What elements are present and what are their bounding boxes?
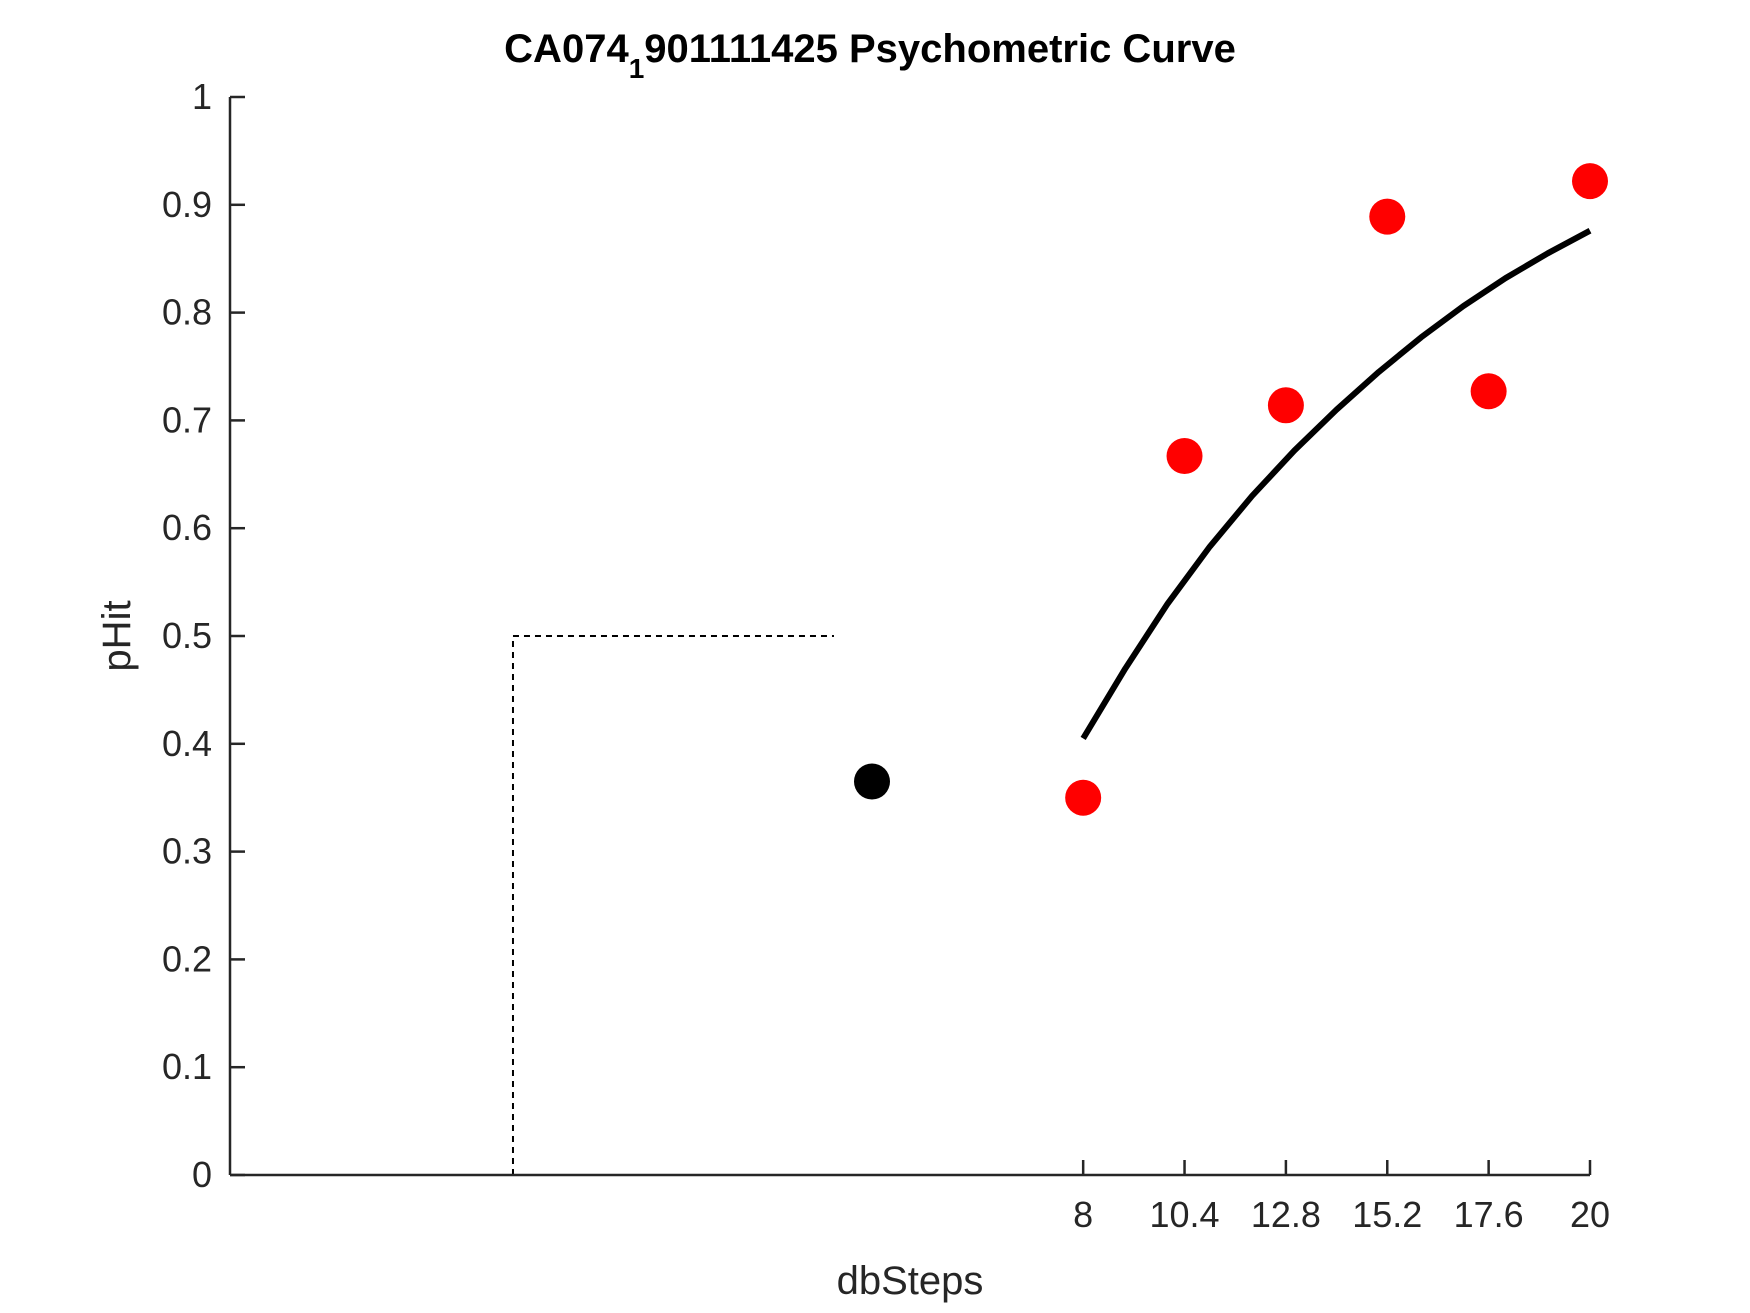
y-tick-label: 0.7 <box>162 399 212 440</box>
chart-title-subscript: 1 <box>629 53 645 84</box>
y-tick-label: 0.2 <box>162 938 212 979</box>
y-tick-label: 0.3 <box>162 831 212 872</box>
y-tick-label: 0.4 <box>162 723 212 764</box>
x-tick-label: 15.2 <box>1352 1194 1422 1235</box>
x-tick-label: 12.8 <box>1251 1194 1321 1235</box>
data-point <box>1065 779 1102 816</box>
data-point <box>1267 387 1304 424</box>
y-tick-label: 0.9 <box>162 184 212 225</box>
baseline-data-point <box>853 763 890 800</box>
y-axis-label: pHit <box>95 600 139 671</box>
fit-curves <box>1080 228 1592 740</box>
y-tick-label: 0.6 <box>162 507 212 548</box>
y-tick-label: 0.1 <box>162 1046 212 1087</box>
x-tick-label: 8 <box>1073 1194 1093 1235</box>
y-axis-ticks: 0 0.1 0.2 0.3 0.4 0.5 0.6 0.7 0.8 0.9 1 <box>162 76 245 1195</box>
plot-area <box>511 163 1608 1175</box>
x-axis-ticks: 8 10.4 12.8 15.2 17.6 20 <box>1073 1160 1610 1235</box>
x-tick-label: 20 <box>1570 1194 1610 1235</box>
data-point <box>1166 437 1203 474</box>
x-tick-label: 17.6 <box>1454 1194 1524 1235</box>
y-tick-label: 0.5 <box>162 615 212 656</box>
data-point <box>1470 373 1507 410</box>
data-point <box>1572 163 1608 200</box>
chart-title: CA0741901111425 Psychometric Curve <box>504 27 1236 84</box>
threshold-reference-line <box>511 635 834 1175</box>
reference-lines <box>511 635 834 1175</box>
x-tick-label: 10.4 <box>1149 1194 1219 1235</box>
psychometric-fit-curve <box>1080 228 1592 740</box>
y-tick-label: 0 <box>192 1154 212 1195</box>
x-axis-label: dbSteps <box>837 1259 984 1303</box>
y-tick-label: 0.8 <box>162 292 212 333</box>
data-point <box>1369 198 1406 235</box>
data-points <box>853 163 1608 816</box>
y-tick-label: 1 <box>192 76 212 117</box>
